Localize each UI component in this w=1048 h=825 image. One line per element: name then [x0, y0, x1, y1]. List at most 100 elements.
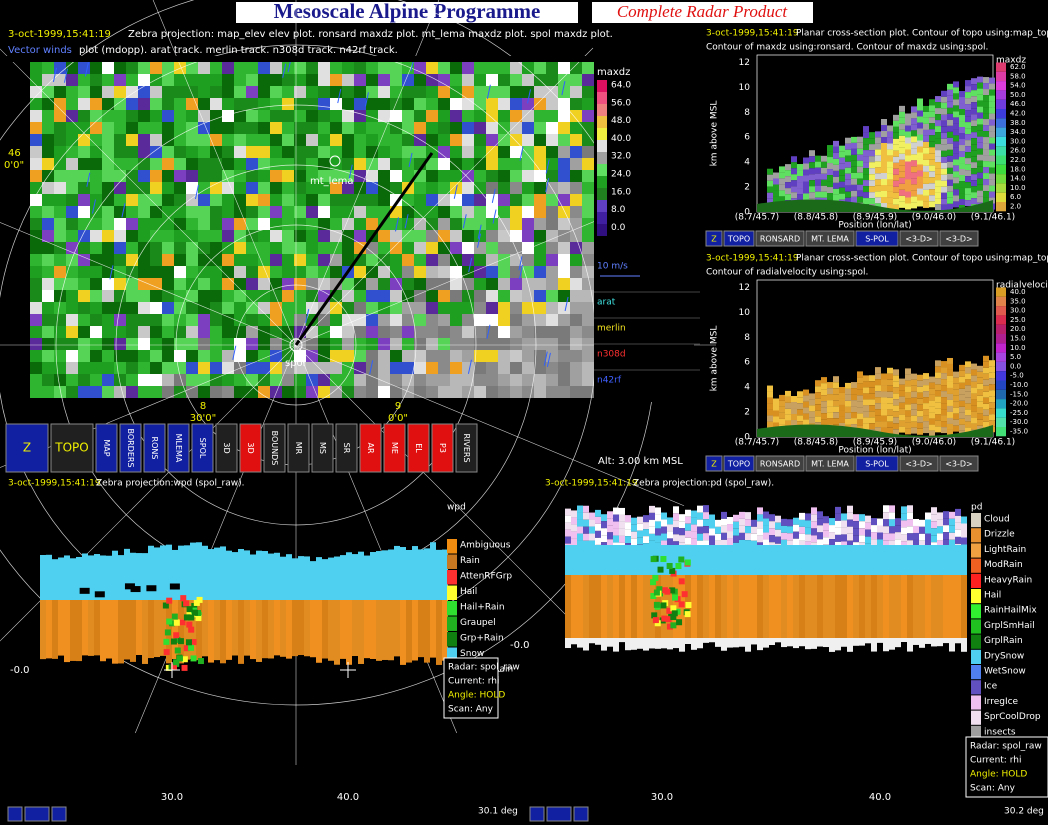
map-cell — [582, 194, 594, 206]
rhi-cell — [859, 514, 865, 522]
map-cell — [462, 278, 474, 290]
map-cell — [462, 374, 474, 386]
cs-button[interactable] — [899, 455, 939, 472]
cs-button[interactable] — [855, 455, 899, 472]
rhi-cell — [625, 638, 631, 651]
cs-cell — [983, 131, 989, 138]
rhi-cell — [394, 600, 400, 657]
rhi-cell — [650, 592, 657, 599]
toolbar-button[interactable] — [5, 423, 49, 473]
rhi-cell — [660, 602, 667, 609]
rhi-cell — [171, 613, 178, 620]
rhi-cell — [757, 528, 763, 536]
map-cell — [90, 62, 102, 74]
colorbar-tick: 8.0 — [611, 205, 626, 215]
toolbar-button[interactable] — [431, 423, 454, 473]
toolbar-button[interactable] — [50, 423, 94, 473]
panel-icon[interactable] — [573, 806, 589, 822]
cs-button[interactable] — [899, 230, 939, 247]
cs-cell — [893, 198, 899, 205]
rhi-cell — [685, 601, 692, 608]
toolbar-button[interactable] — [383, 423, 406, 473]
rhi-cell — [256, 600, 262, 662]
rhi-cell — [829, 545, 835, 575]
toolbar-button[interactable] — [143, 423, 166, 473]
toolbar-button[interactable] — [455, 423, 478, 473]
cs-cell — [875, 403, 881, 410]
rhi-cell — [763, 511, 769, 519]
map-cell — [258, 362, 270, 374]
map-cell — [222, 374, 234, 386]
toolbar-button[interactable] — [263, 423, 286, 473]
map-cell — [174, 206, 186, 218]
panel-icon[interactable] — [7, 806, 23, 822]
cs-cell — [881, 143, 887, 150]
toolbar-button[interactable] — [191, 423, 214, 473]
map-cell — [462, 146, 474, 158]
rhi-cell — [709, 638, 715, 643]
cs-button[interactable] — [805, 230, 855, 247]
rhi-cell — [769, 575, 775, 638]
cs-cell — [809, 405, 815, 412]
map-cell — [546, 338, 558, 350]
toolbar-button[interactable] — [335, 423, 358, 473]
map-cell — [342, 374, 354, 386]
rhi-cell — [913, 575, 919, 638]
cs-button[interactable] — [723, 455, 755, 472]
cs-button[interactable] — [755, 230, 805, 247]
cs-button[interactable] — [723, 230, 755, 247]
toolbar-button[interactable] — [95, 423, 118, 473]
map-cell — [90, 362, 102, 374]
cs-cell — [971, 417, 977, 424]
map-cell — [186, 86, 198, 98]
map-cell — [258, 242, 270, 254]
lon-label: 9 — [395, 401, 401, 412]
legend-label: ModRain — [984, 560, 1023, 570]
cs-button[interactable] — [755, 455, 805, 472]
rhi-cell — [619, 575, 625, 638]
toolbar-button[interactable] — [287, 423, 310, 473]
cs-button[interactable] — [805, 455, 855, 472]
map-cell — [582, 206, 594, 218]
panel-icon[interactable] — [546, 806, 572, 822]
cs-cell — [845, 197, 851, 204]
cs-button[interactable] — [705, 230, 723, 247]
map-cell — [498, 350, 510, 362]
map-cell — [126, 170, 138, 182]
rhi-cell — [691, 517, 697, 525]
cs-button[interactable] — [855, 230, 899, 247]
panel-icon[interactable] — [51, 806, 67, 822]
map-cell — [570, 278, 582, 290]
toolbar-button[interactable] — [311, 423, 334, 473]
rhi-cell — [901, 527, 907, 535]
panel-icon[interactable] — [529, 806, 545, 822]
rhi-cell — [859, 638, 865, 646]
map-cell — [150, 374, 162, 386]
toolbar-button[interactable] — [119, 423, 142, 473]
map-cell — [294, 170, 306, 182]
toolbar-button[interactable] — [215, 423, 238, 473]
cs-button[interactable] — [939, 230, 979, 247]
rhi-cell — [805, 541, 811, 549]
toolbar-button[interactable] — [359, 423, 382, 473]
rhi-cell — [769, 528, 775, 536]
rhi-cell — [418, 600, 424, 658]
rhi-time: 3-oct-1999,15:41:19 — [8, 479, 101, 489]
map-cell — [66, 350, 78, 362]
toolbar-button[interactable] — [239, 423, 262, 473]
cs-cb-swatch — [996, 146, 1006, 156]
wind-vector — [91, 199, 96, 214]
map-cell — [366, 194, 378, 206]
rhi-cell — [40, 555, 46, 600]
cs-button[interactable] — [939, 455, 979, 472]
cs-button[interactable] — [705, 455, 723, 472]
rhi-cell — [913, 532, 919, 540]
map-cell — [510, 374, 522, 386]
map-cell — [270, 62, 282, 74]
toolbar-button[interactable] — [407, 423, 430, 473]
cs-cell — [917, 128, 923, 135]
panel-icon[interactable] — [24, 806, 50, 822]
cs-cb-tick: 6.0 — [1010, 193, 1021, 201]
toolbar-button[interactable] — [167, 423, 190, 473]
map-cell — [570, 338, 582, 350]
